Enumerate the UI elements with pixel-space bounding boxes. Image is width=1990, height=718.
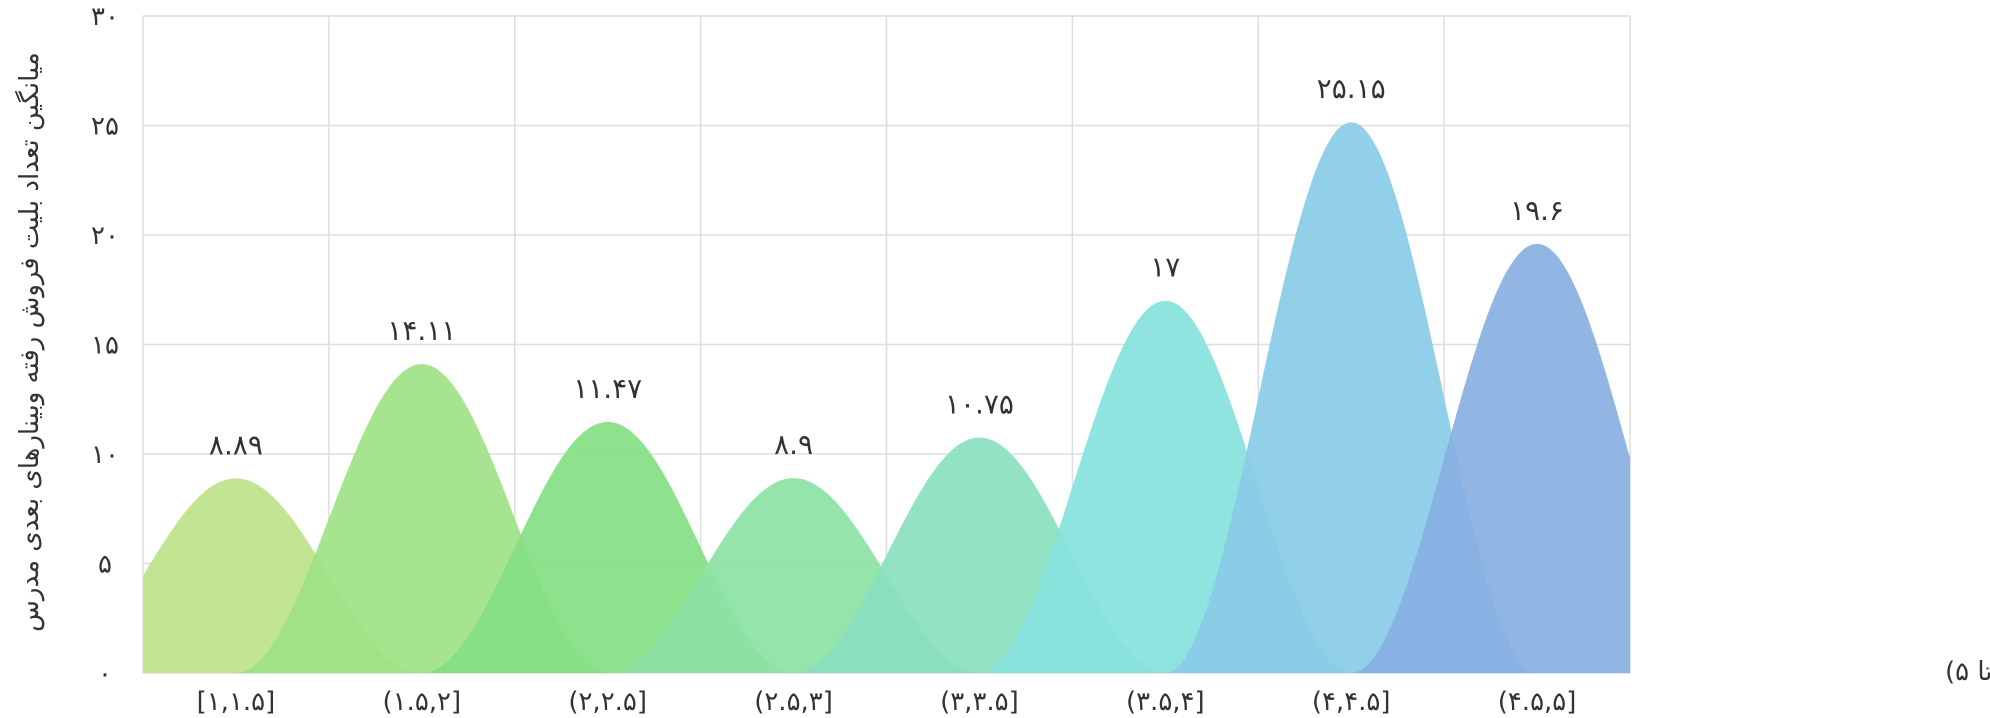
data-label: ۱۷ bbox=[1150, 251, 1180, 284]
x-axis-title: امتیاز مدرس وبینار (از ۱ تا ۵) bbox=[1945, 657, 1990, 687]
y-axis: ۰ ۵ ۱۰ ۱۵ ۲۰ ۲۵ ۳۰ bbox=[91, 2, 119, 689]
y-tick-label: ۱۵ bbox=[91, 331, 119, 361]
x-tick-label: [۱,۱.۵] bbox=[197, 687, 276, 717]
x-tick-label: (۴.۵,۵] bbox=[1498, 687, 1577, 717]
data-label: ۱۱.۴۷ bbox=[573, 372, 642, 405]
data-label: ۱۴.۱۱ bbox=[387, 314, 456, 347]
y-tick-label: ۳۰ bbox=[91, 2, 119, 32]
x-tick-label: (۳.۵,۴] bbox=[1126, 687, 1205, 717]
x-tick-label: (۱.۵,۲] bbox=[382, 687, 461, 717]
y-tick-label: ۲۰ bbox=[91, 221, 119, 251]
data-labels: ۸.۸۹ ۱۴.۱۱ ۱۱.۴۷ ۸.۹ ۱۰.۷۵ ۱۷ ۲۵.۱۵ ۱۹.۶ bbox=[209, 72, 1564, 461]
data-label: ۲۵.۱۵ bbox=[1317, 72, 1386, 105]
y-tick-label: ۰ bbox=[98, 659, 112, 689]
x-axis: [۱,۱.۵] (۱.۵,۲] (۲,۲.۵] (۲.۵,۳] (۳,۳.۵] (۳.۵,… bbox=[197, 687, 1577, 717]
data-label: ۱۰.۷۵ bbox=[945, 388, 1014, 421]
y-tick-label: ۵ bbox=[98, 550, 112, 580]
series-areas bbox=[143, 122, 1630, 673]
x-tick-label: (۲.۵,۳] bbox=[754, 687, 833, 717]
x-tick-label: (۳,۳.۵] bbox=[940, 687, 1019, 717]
area-bell bbox=[1351, 243, 1630, 673]
data-label: ۸.۹ bbox=[774, 428, 813, 461]
y-axis-title: میانگین تعداد بلیت فروش رفته وبینارهای ب… bbox=[14, 52, 45, 632]
x-tick-label: (۲,۲.۵] bbox=[568, 687, 647, 717]
x-tick-label: (۴,۴.۵] bbox=[1312, 687, 1391, 717]
data-label: ۸.۸۹ bbox=[209, 428, 263, 461]
data-label: ۱۹.۶ bbox=[1510, 194, 1564, 227]
y-tick-label: ۱۰ bbox=[91, 440, 119, 470]
y-tick-label: ۲۵ bbox=[91, 112, 119, 142]
